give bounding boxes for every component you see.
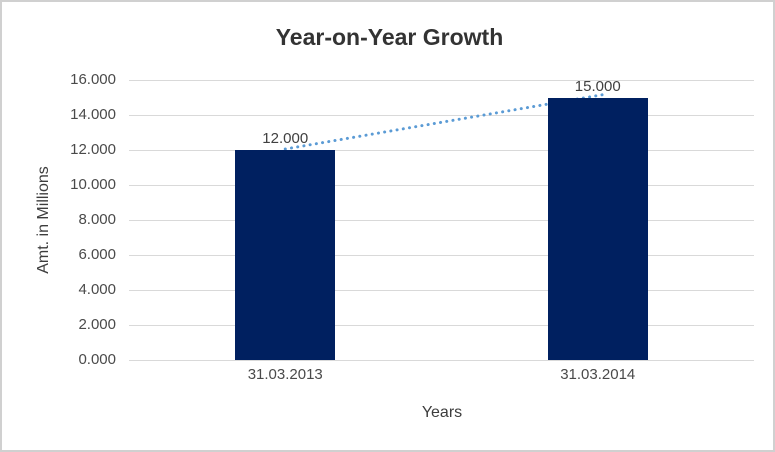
gridline <box>129 220 754 221</box>
y-axis-tick-label: 4.000 <box>78 281 116 298</box>
plot-area <box>129 80 754 361</box>
y-axis-tick-label: 8.000 <box>78 211 116 228</box>
y-axis-tick-label: 2.000 <box>78 316 116 333</box>
y-axis-tick-label: 14.000 <box>70 106 116 123</box>
gridline <box>129 360 754 361</box>
gridline <box>129 255 754 256</box>
gridline <box>129 115 754 116</box>
bar[interactable] <box>547 97 648 360</box>
gridline <box>129 325 754 326</box>
y-axis-tick-label: 0.000 <box>78 351 116 368</box>
gridline <box>129 185 754 186</box>
bar-data-label: 12.000 <box>262 130 309 147</box>
y-axis-tick-label: 10.000 <box>70 176 116 193</box>
chart-title: Year-on-Year Growth <box>275 24 504 50</box>
x-axis-title: Years <box>421 404 463 421</box>
bar[interactable] <box>235 150 336 360</box>
trendline[interactable] <box>129 80 754 360</box>
x-axis-tick-label: 31.03.2014 <box>560 366 636 383</box>
y-axis-tick-label: 12.000 <box>70 141 116 158</box>
y-axis-tick-label: 6.000 <box>78 246 116 263</box>
x-axis-tick-label: 31.03.2013 <box>247 366 323 383</box>
y-axis-tick-label: 16.000 <box>70 71 116 88</box>
gridline <box>129 150 754 151</box>
gridline <box>129 80 754 81</box>
bar-data-label: 15.000 <box>574 77 621 95</box>
gridline <box>129 290 754 291</box>
